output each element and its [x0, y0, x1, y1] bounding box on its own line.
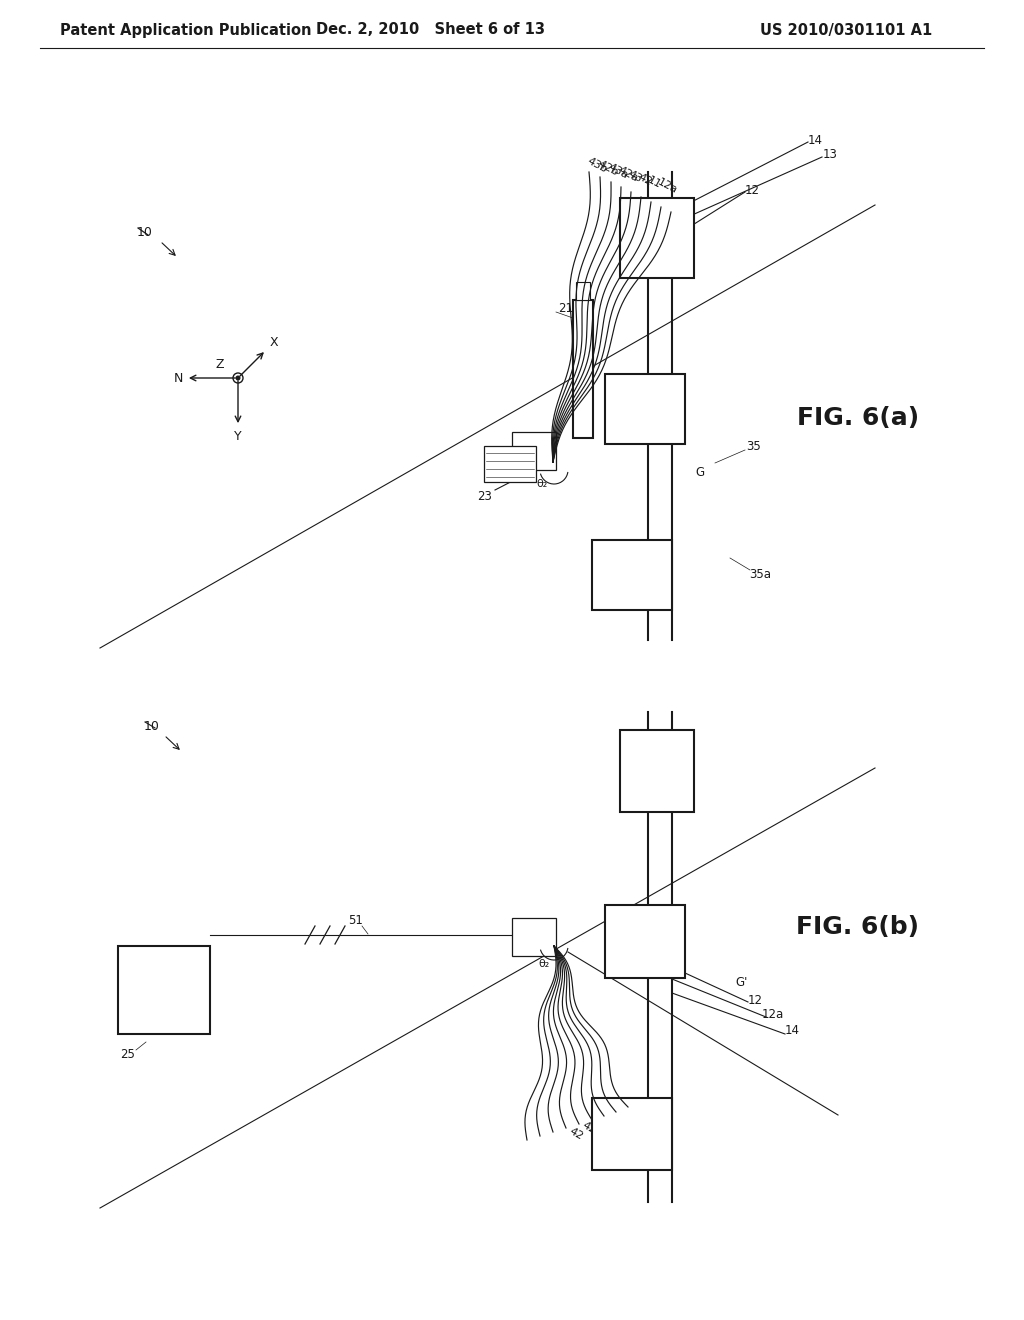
- Text: 42a: 42a: [616, 165, 639, 183]
- Text: 42a: 42a: [607, 1113, 631, 1131]
- Text: 23: 23: [477, 490, 493, 503]
- Text: 43b: 43b: [585, 156, 608, 174]
- Text: 42b: 42b: [596, 158, 620, 177]
- Text: 43a: 43a: [632, 1102, 655, 1122]
- Text: US 2010/0301101 A1: US 2010/0301101 A1: [760, 22, 932, 37]
- Bar: [118, 946, 210, 1034]
- Text: 43: 43: [626, 169, 643, 185]
- Text: Dec. 2, 2010   Sheet 6 of 13: Dec. 2, 2010 Sheet 6 of 13: [315, 22, 545, 37]
- Bar: [484, 446, 536, 482]
- Text: 21: 21: [558, 301, 573, 314]
- Text: 12: 12: [744, 183, 760, 197]
- Text: 42: 42: [636, 172, 653, 187]
- Text: 43a: 43a: [606, 161, 629, 181]
- Text: G': G': [736, 975, 749, 989]
- Bar: [512, 917, 556, 956]
- Text: 42b: 42b: [580, 1121, 603, 1139]
- Bar: [512, 432, 556, 470]
- Text: 12a: 12a: [656, 177, 679, 195]
- Text: 14: 14: [784, 1024, 800, 1038]
- Text: 51: 51: [348, 913, 364, 927]
- Text: 42: 42: [567, 1126, 585, 1142]
- Text: Patent Application Publication: Patent Application Publication: [60, 22, 311, 37]
- Text: 25: 25: [121, 1048, 135, 1061]
- Text: FIG. 6(a): FIG. 6(a): [797, 407, 920, 430]
- Text: Z: Z: [216, 359, 224, 371]
- Text: 43: 43: [618, 1109, 636, 1125]
- Bar: [575, 282, 590, 300]
- Bar: [605, 374, 685, 444]
- Text: X: X: [269, 335, 279, 348]
- Bar: [592, 1098, 672, 1170]
- Text: θ₂: θ₂: [537, 479, 548, 488]
- Text: FIG. 6(b): FIG. 6(b): [797, 915, 920, 939]
- Circle shape: [237, 376, 240, 380]
- Bar: [573, 300, 593, 438]
- Text: 35: 35: [746, 440, 762, 453]
- Text: 11: 11: [646, 176, 664, 190]
- Text: G: G: [695, 466, 705, 479]
- Text: θ₂: θ₂: [539, 960, 550, 969]
- Text: N: N: [173, 371, 182, 384]
- Text: 43b: 43b: [594, 1117, 617, 1135]
- Bar: [620, 198, 694, 279]
- Bar: [605, 906, 685, 978]
- Text: Y: Y: [234, 429, 242, 442]
- Text: 13: 13: [822, 149, 838, 161]
- Text: 10: 10: [137, 226, 153, 239]
- Bar: [592, 540, 672, 610]
- Text: 12a: 12a: [762, 1008, 784, 1022]
- Bar: [620, 730, 694, 812]
- Text: 35a: 35a: [749, 568, 771, 581]
- Text: 12: 12: [748, 994, 763, 1006]
- Text: 10: 10: [144, 719, 160, 733]
- Text: 14: 14: [808, 133, 822, 147]
